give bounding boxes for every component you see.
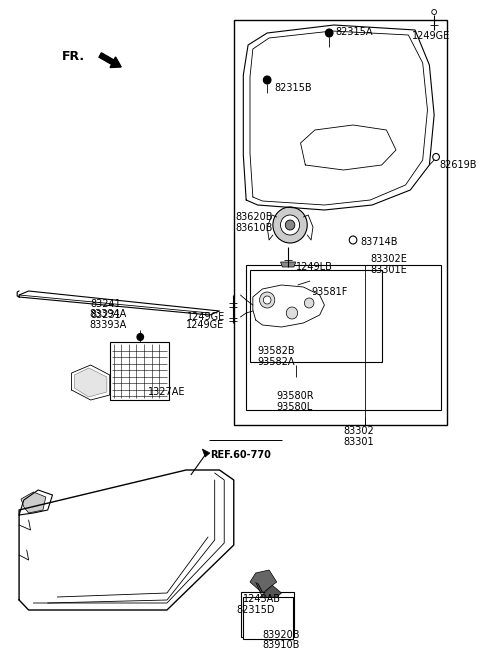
Text: 1249GE: 1249GE	[187, 312, 225, 322]
Circle shape	[285, 220, 295, 230]
Text: 83620B: 83620B	[236, 212, 273, 222]
Bar	[250, 270, 382, 362]
Bar	[243, 597, 293, 639]
Text: 82315A: 82315A	[336, 27, 373, 37]
Circle shape	[264, 76, 271, 84]
Text: 83610B: 83610B	[236, 223, 273, 233]
Circle shape	[304, 298, 314, 308]
Text: 82315D: 82315D	[237, 605, 275, 615]
Text: 93582A: 93582A	[258, 357, 295, 367]
Circle shape	[280, 215, 300, 235]
Text: 83714B: 83714B	[360, 237, 398, 247]
Text: 83301E: 83301E	[370, 265, 407, 275]
Text: 83302E: 83302E	[370, 254, 407, 264]
Circle shape	[253, 577, 259, 583]
Circle shape	[264, 296, 271, 304]
Text: 83910B: 83910B	[263, 640, 300, 650]
Text: 93580L: 93580L	[276, 402, 313, 412]
Text: 1249LB: 1249LB	[296, 262, 333, 272]
Bar	[246, 265, 441, 410]
Text: 1249GE: 1249GE	[412, 31, 450, 41]
Text: 93581F: 93581F	[311, 287, 348, 297]
Text: 83231: 83231	[91, 310, 121, 320]
Polygon shape	[202, 449, 210, 457]
Circle shape	[325, 29, 333, 37]
Polygon shape	[258, 585, 281, 607]
Circle shape	[286, 307, 298, 319]
Text: 83241: 83241	[91, 299, 121, 309]
Text: 82619B: 82619B	[439, 160, 477, 170]
Text: FR.: FR.	[62, 50, 85, 63]
Bar	[234, 20, 446, 425]
Text: REF.60-770: REF.60-770	[210, 450, 271, 460]
Text: 93580R: 93580R	[276, 391, 314, 401]
Polygon shape	[21, 492, 46, 513]
Text: 1249GE: 1249GE	[186, 320, 224, 330]
Text: 83302: 83302	[344, 426, 374, 436]
FancyArrow shape	[99, 53, 121, 67]
Polygon shape	[74, 368, 107, 397]
Polygon shape	[250, 570, 276, 593]
Text: 83394A: 83394A	[90, 309, 127, 319]
Text: 93582B: 93582B	[258, 346, 295, 356]
Text: 83920B: 83920B	[263, 630, 300, 640]
Bar	[110, 342, 169, 400]
Polygon shape	[280, 262, 296, 267]
Circle shape	[260, 292, 275, 308]
Text: 83393A: 83393A	[90, 320, 127, 330]
Text: 1243AB: 1243AB	[243, 594, 281, 604]
Text: 1327AE: 1327AE	[148, 387, 185, 397]
Text: 83301: 83301	[344, 437, 374, 447]
Text: 82315B: 82315B	[275, 83, 312, 93]
Circle shape	[137, 333, 144, 341]
Bar	[241, 592, 294, 637]
Circle shape	[273, 207, 307, 243]
